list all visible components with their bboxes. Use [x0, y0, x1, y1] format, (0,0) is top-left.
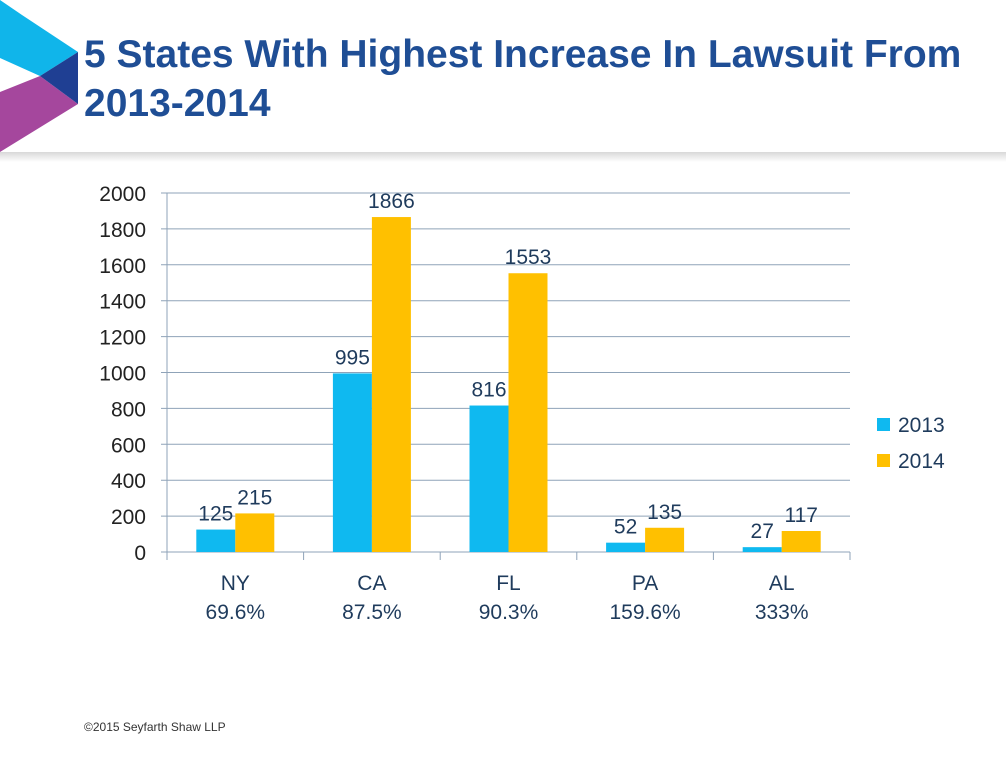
- bar-al-2013: [742, 547, 782, 552]
- y-tick-label: 1400: [99, 291, 146, 314]
- y-tick-label: 400: [111, 470, 146, 493]
- y-tick-label: 200: [111, 506, 146, 529]
- y-tick-label: 800: [111, 398, 146, 421]
- chart-bars: [196, 217, 821, 553]
- legend-label-2014: 2014: [898, 450, 945, 473]
- bar-pa-2013: [606, 542, 646, 552]
- data-label: 125: [198, 503, 233, 526]
- data-label: 52: [614, 516, 637, 539]
- slide-header: 5 States With Highest Increase In Lawsui…: [0, 0, 1006, 155]
- data-label: 816: [471, 379, 506, 402]
- brand-logo: [0, 0, 78, 152]
- bar-ny-2013: [196, 529, 236, 552]
- bar-chart: 0 200 400 600 800 1000 1200 1400 1600 1800 2000 12…: [99, 183, 945, 624]
- legend-swatch-2014: [877, 454, 890, 467]
- y-tick-label: 1800: [99, 219, 146, 242]
- category-percent-label: 333%: [755, 601, 809, 624]
- logo-navy-shape: [40, 52, 78, 104]
- legend-swatch-2013: [877, 418, 890, 431]
- category-label: CA: [357, 572, 386, 595]
- category-label: PA: [632, 572, 658, 595]
- bar-fl-2014: [508, 273, 548, 552]
- data-label: 27: [751, 520, 774, 543]
- data-label: 1553: [505, 246, 552, 269]
- y-axis-ticks: 0 200 400 600 800 1000 1200 1400 1600 1800 2000: [99, 183, 146, 565]
- bar-al-2014: [781, 530, 821, 552]
- category-label: FL: [496, 572, 521, 595]
- category-label: AL: [769, 572, 795, 595]
- data-label: 117: [784, 504, 817, 527]
- data-label: 215: [237, 486, 272, 509]
- bar-fl-2013: [469, 405, 509, 552]
- header-divider: [0, 152, 1006, 162]
- y-tick-label: 1200: [99, 327, 146, 350]
- logo-cyan-shape: [0, 0, 78, 76]
- y-tick-label: 2000: [99, 183, 146, 206]
- category-percent-label: 87.5%: [342, 601, 402, 624]
- category-percent-label: 69.6%: [206, 601, 266, 624]
- data-label: 1866: [368, 190, 415, 213]
- y-tick-label: 1000: [99, 363, 146, 386]
- y-tick-label: 0: [134, 542, 146, 565]
- bar-ca-2013: [332, 373, 372, 552]
- page-title: 5 States With Highest Increase In Lawsui…: [84, 33, 962, 125]
- x-axis-categories: NY 69.6% CA 87.5% FL 90.3% PA 159.6% AL 333%: [206, 572, 809, 624]
- bar-ca-2014: [371, 217, 411, 553]
- bar-ny-2014: [235, 513, 275, 552]
- chart-legend: 2013 2014: [877, 414, 945, 473]
- category-percent-label: 90.3%: [479, 601, 539, 624]
- legend-label-2013: 2013: [898, 414, 945, 437]
- category-label: NY: [221, 572, 250, 595]
- bar-pa-2014: [645, 527, 685, 552]
- category-percent-label: 159.6%: [609, 601, 680, 624]
- copyright-footer: ©2015 Seyfarth Shaw LLP: [84, 720, 226, 734]
- y-tick-label: 1600: [99, 255, 146, 278]
- logo-purple-shape: [0, 76, 78, 152]
- data-label: 995: [335, 346, 370, 369]
- y-tick-label: 600: [111, 434, 146, 457]
- data-label: 135: [647, 501, 682, 524]
